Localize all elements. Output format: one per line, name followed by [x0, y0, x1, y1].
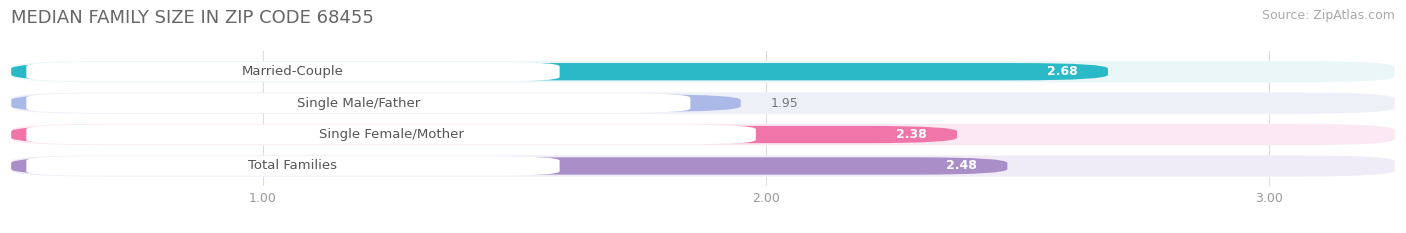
FancyBboxPatch shape — [11, 61, 1395, 82]
FancyBboxPatch shape — [11, 124, 1395, 145]
Text: Married-Couple: Married-Couple — [242, 65, 344, 78]
FancyBboxPatch shape — [27, 93, 690, 113]
Text: Single Male/Father: Single Male/Father — [297, 97, 420, 110]
Text: 2.38: 2.38 — [896, 128, 927, 141]
FancyBboxPatch shape — [11, 93, 1395, 114]
FancyBboxPatch shape — [11, 63, 1108, 80]
FancyBboxPatch shape — [27, 62, 560, 81]
FancyBboxPatch shape — [11, 94, 741, 112]
Text: 2.48: 2.48 — [946, 159, 977, 172]
FancyBboxPatch shape — [11, 157, 1007, 175]
FancyBboxPatch shape — [11, 126, 957, 143]
Text: 1.95: 1.95 — [770, 97, 799, 110]
Text: Single Female/Mother: Single Female/Mother — [319, 128, 464, 141]
Text: Total Families: Total Families — [249, 159, 337, 172]
FancyBboxPatch shape — [27, 125, 756, 144]
Text: Source: ZipAtlas.com: Source: ZipAtlas.com — [1261, 9, 1395, 22]
FancyBboxPatch shape — [11, 155, 1395, 177]
Text: MEDIAN FAMILY SIZE IN ZIP CODE 68455: MEDIAN FAMILY SIZE IN ZIP CODE 68455 — [11, 9, 374, 27]
Text: 2.68: 2.68 — [1047, 65, 1078, 78]
FancyBboxPatch shape — [27, 156, 560, 176]
